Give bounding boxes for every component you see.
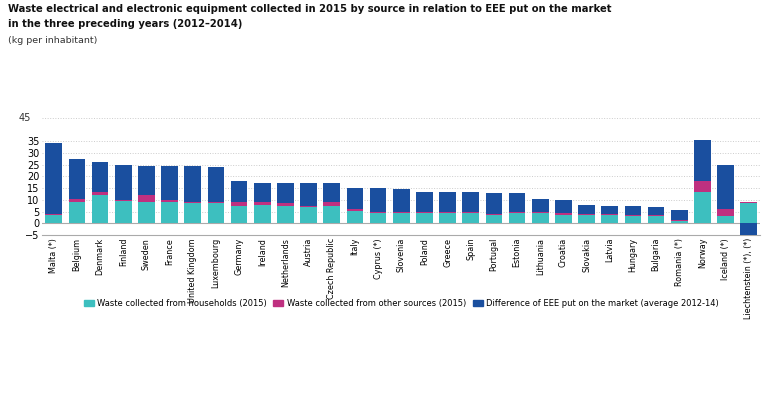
Bar bbox=[231, 202, 247, 206]
Bar bbox=[532, 199, 548, 212]
Bar bbox=[300, 206, 317, 207]
Bar bbox=[717, 216, 734, 223]
Bar bbox=[369, 188, 386, 212]
Bar bbox=[138, 202, 155, 223]
Bar bbox=[254, 205, 270, 223]
Bar bbox=[740, 202, 757, 203]
Text: 45: 45 bbox=[18, 113, 31, 123]
Bar bbox=[647, 207, 664, 215]
Bar bbox=[161, 202, 178, 223]
Bar bbox=[601, 206, 618, 214]
Text: in the three preceding years (2012–2014): in the three preceding years (2012–2014) bbox=[8, 19, 242, 29]
Bar bbox=[416, 192, 433, 212]
Bar bbox=[207, 202, 224, 203]
Bar bbox=[532, 213, 548, 223]
Bar bbox=[254, 184, 270, 202]
Bar bbox=[508, 212, 525, 213]
Bar bbox=[92, 162, 108, 192]
Bar bbox=[485, 215, 502, 223]
Bar bbox=[300, 207, 317, 223]
Bar bbox=[694, 181, 710, 192]
Bar bbox=[555, 213, 571, 215]
Bar bbox=[555, 200, 571, 213]
Bar bbox=[45, 215, 62, 223]
Bar bbox=[346, 209, 363, 210]
Bar bbox=[277, 184, 294, 203]
Bar bbox=[532, 212, 548, 213]
Bar bbox=[45, 214, 62, 215]
Text: (kg per inhabitant): (kg per inhabitant) bbox=[8, 36, 97, 45]
Bar bbox=[115, 201, 131, 223]
Bar bbox=[92, 192, 108, 195]
Bar bbox=[184, 166, 201, 202]
Bar bbox=[555, 215, 571, 223]
Bar bbox=[601, 214, 618, 215]
Bar bbox=[369, 213, 386, 223]
Bar bbox=[416, 212, 433, 213]
Bar bbox=[323, 184, 340, 202]
Bar bbox=[277, 203, 294, 206]
Bar bbox=[740, 223, 757, 235]
Bar bbox=[624, 206, 641, 215]
Bar bbox=[508, 193, 525, 212]
Bar bbox=[717, 209, 734, 216]
Bar bbox=[717, 165, 734, 209]
Bar bbox=[601, 215, 618, 223]
Bar bbox=[300, 184, 317, 206]
Bar bbox=[207, 167, 224, 202]
Bar bbox=[231, 206, 247, 223]
Bar bbox=[671, 220, 687, 221]
Bar bbox=[439, 213, 456, 223]
Bar bbox=[115, 165, 131, 200]
Bar bbox=[346, 188, 363, 209]
Bar bbox=[323, 206, 340, 223]
Bar bbox=[115, 200, 131, 201]
Bar bbox=[671, 221, 687, 223]
Bar bbox=[161, 200, 178, 202]
Bar bbox=[184, 202, 201, 203]
Bar bbox=[485, 214, 502, 215]
Bar bbox=[694, 140, 710, 181]
Bar bbox=[624, 215, 641, 216]
Bar bbox=[68, 159, 85, 199]
Bar bbox=[323, 202, 340, 206]
Bar bbox=[138, 195, 155, 202]
Bar bbox=[393, 189, 409, 212]
Bar bbox=[671, 210, 687, 220]
Bar bbox=[369, 212, 386, 213]
Bar bbox=[578, 214, 595, 215]
Bar bbox=[578, 205, 595, 214]
Bar bbox=[92, 195, 108, 223]
Bar bbox=[393, 213, 409, 223]
Bar bbox=[254, 202, 270, 205]
Bar bbox=[462, 213, 479, 223]
Bar bbox=[462, 192, 479, 212]
Bar bbox=[393, 212, 409, 213]
Bar bbox=[68, 202, 85, 223]
Bar bbox=[647, 216, 664, 223]
Bar bbox=[68, 199, 85, 202]
Bar bbox=[439, 212, 456, 213]
Bar bbox=[439, 192, 456, 212]
Bar bbox=[138, 166, 155, 195]
Bar bbox=[346, 210, 363, 223]
Bar bbox=[184, 203, 201, 223]
Bar bbox=[740, 203, 757, 223]
Bar bbox=[647, 215, 664, 216]
Bar bbox=[485, 193, 502, 214]
Bar bbox=[694, 192, 710, 223]
Bar bbox=[231, 181, 247, 202]
Bar bbox=[462, 212, 479, 213]
Bar bbox=[578, 215, 595, 223]
Bar bbox=[508, 213, 525, 223]
Bar bbox=[45, 144, 62, 214]
Text: Waste electrical and electronic equipment collected in 2015 by source in relatio: Waste electrical and electronic equipmen… bbox=[8, 4, 611, 14]
Legend: Waste collected from households (2015), Waste collected from other sources (2015: Waste collected from households (2015), … bbox=[81, 295, 722, 311]
Bar bbox=[161, 166, 178, 200]
Bar bbox=[416, 213, 433, 223]
Bar bbox=[624, 216, 641, 223]
Bar bbox=[207, 203, 224, 223]
Bar bbox=[277, 206, 294, 223]
